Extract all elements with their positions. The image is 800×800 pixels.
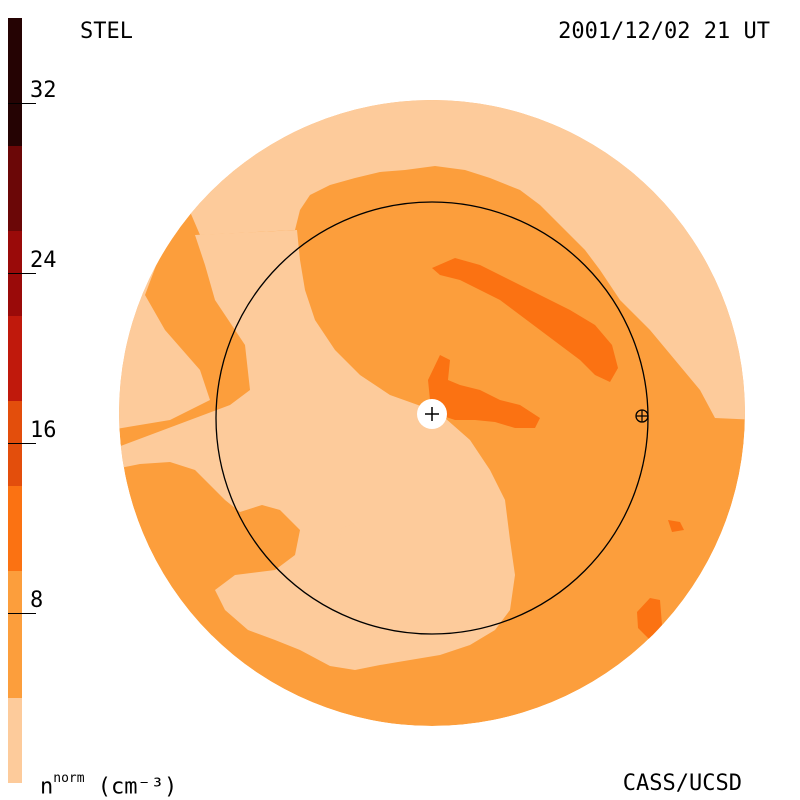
dark-feature-lower-right bbox=[637, 598, 662, 640]
dark-feature-upper bbox=[432, 258, 618, 382]
light-region-top bbox=[119, 100, 745, 420]
colorbar-tick-mark bbox=[8, 443, 36, 444]
dark-feature-right-speck bbox=[668, 520, 684, 532]
dark-feature-center bbox=[428, 355, 540, 428]
colorbar-tick-mark bbox=[8, 103, 36, 104]
units-superscript: norm bbox=[53, 771, 85, 786]
instrument-label: STEL bbox=[80, 19, 133, 44]
colorbar-segment bbox=[8, 315, 22, 401]
colorbar-segment bbox=[8, 485, 22, 571]
units-tail: (cm⁻³) bbox=[84, 774, 178, 800]
colorbar-segment bbox=[8, 145, 22, 231]
timestamp-label: 2001/12/02 21 UT bbox=[558, 19, 770, 44]
colorbar-tick-label: 24 bbox=[30, 248, 57, 273]
credit-label: CASS/UCSD bbox=[622, 771, 742, 796]
light-region-center bbox=[119, 230, 515, 670]
colorbar-tick-label: 8 bbox=[30, 588, 44, 613]
colorbar-tick-mark bbox=[8, 613, 36, 614]
colorbar-segment bbox=[8, 570, 22, 698]
colorbar-tick-label: 16 bbox=[30, 418, 57, 443]
colorbar-tick-label: 32 bbox=[30, 78, 57, 103]
units-label: nnorm (cm⁻³) bbox=[40, 770, 177, 799]
earth-cross bbox=[636, 410, 648, 422]
units-symbol: n bbox=[40, 774, 54, 800]
colorbar-segment bbox=[8, 18, 22, 146]
sun-cross-icon bbox=[425, 407, 439, 421]
light-island bbox=[338, 522, 362, 553]
colorbar-segment bbox=[8, 698, 22, 783]
colorbar-tick-mark bbox=[8, 273, 36, 274]
